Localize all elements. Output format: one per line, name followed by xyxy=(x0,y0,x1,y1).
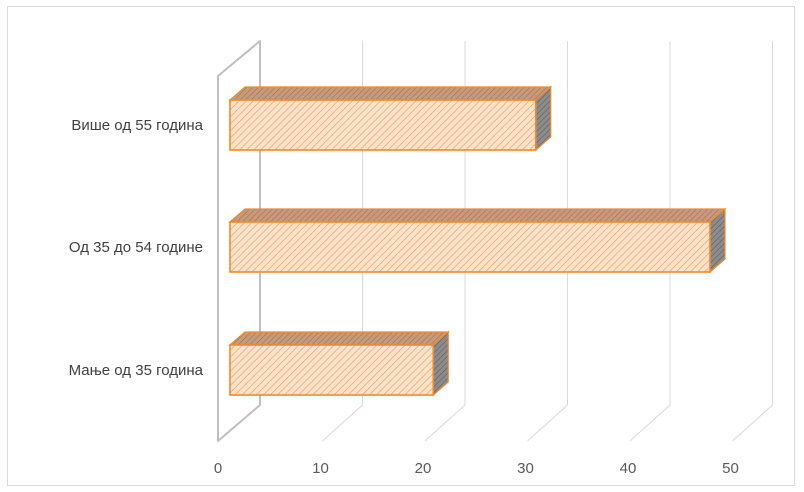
bar-top-face xyxy=(228,86,553,101)
bar xyxy=(228,330,450,397)
bars xyxy=(228,85,727,397)
bar-front-face xyxy=(229,344,435,396)
x-tick-labels: 0 10 20 30 40 50 xyxy=(214,460,739,477)
x-tick-label: 0 xyxy=(214,460,222,477)
x-tick-label: 40 xyxy=(620,460,637,477)
x-tick-label: 20 xyxy=(415,460,432,477)
x-tick-label: 10 xyxy=(312,460,329,477)
category-label: Више од 55 година xyxy=(71,117,203,134)
category-label: Мање од 35 година xyxy=(69,362,204,379)
left-wall xyxy=(217,40,261,442)
gridline-floor xyxy=(527,404,568,442)
bar-top-face xyxy=(228,331,450,346)
gridline-floor xyxy=(629,404,671,442)
bar xyxy=(228,85,553,152)
gridline-floor xyxy=(322,404,363,442)
x-tick-label: 30 xyxy=(517,460,534,477)
gridline-floor xyxy=(732,404,773,442)
axis-wall xyxy=(217,40,261,442)
bar xyxy=(228,207,727,274)
gridline-floor xyxy=(424,404,466,442)
bar-top-face xyxy=(228,208,727,223)
bar-front-face xyxy=(229,99,537,151)
x-tick-label: 50 xyxy=(722,460,739,477)
bar-front-face xyxy=(229,221,711,273)
category-label: Од 35 до 54 године xyxy=(69,239,203,256)
category-labels: Више од 55 година Од 35 до 54 године Мање … xyxy=(69,117,204,379)
